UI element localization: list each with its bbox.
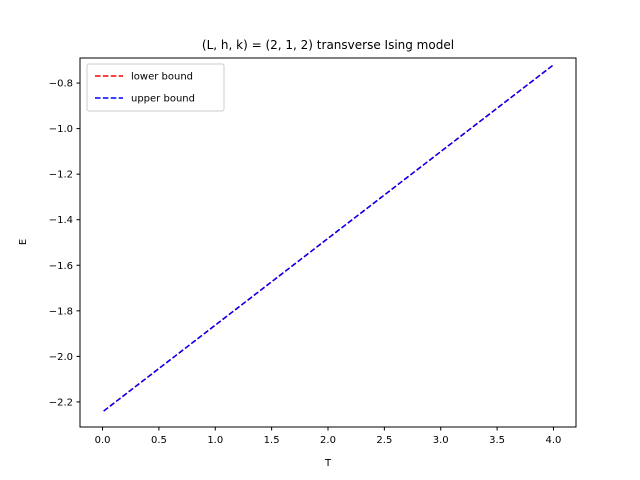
x-tick-label: 1.5: [264, 435, 280, 446]
x-tick-label: 2.5: [376, 435, 392, 446]
x-tick-label: 3.5: [489, 435, 505, 446]
y-tick-label: −2.2: [49, 397, 73, 408]
x-axis-label: T: [324, 458, 332, 469]
legend-label: lower bound: [131, 72, 193, 83]
chart-title: (L, h, k) = (2, 1, 2) transverse Ising m…: [202, 38, 454, 52]
legend: lower bound upper bound: [86, 63, 225, 112]
x-tick-label: 4.0: [546, 435, 562, 446]
y-tick-label: −2.0: [49, 352, 73, 363]
y-tick-label: −0.8: [49, 79, 73, 90]
y-axis-label: E: [18, 239, 29, 245]
x-tick-label: 3.0: [433, 435, 449, 446]
x-tick-label: 1.0: [207, 435, 223, 446]
y-tick-label: −1.2: [49, 170, 73, 181]
x-axis: 0.0 0.5 1.0 1.5 2.0 2.5 3.0 3.5 4.0: [95, 427, 562, 446]
x-tick-label: 0.5: [151, 435, 167, 446]
y-tick-label: −1.8: [49, 306, 73, 317]
y-tick-label: −1.4: [49, 215, 73, 226]
y-tick-label: −1.6: [49, 261, 73, 272]
x-tick-label: 2.0: [320, 435, 336, 446]
y-tick-label: −1.0: [49, 124, 73, 135]
x-tick-label: 0.0: [95, 435, 111, 446]
y-axis: −2.2 −2.0 −1.8 −1.6 −1.4 −1.2 −1.0 −0.8: [49, 79, 80, 408]
legend-label: upper bound: [131, 94, 195, 105]
